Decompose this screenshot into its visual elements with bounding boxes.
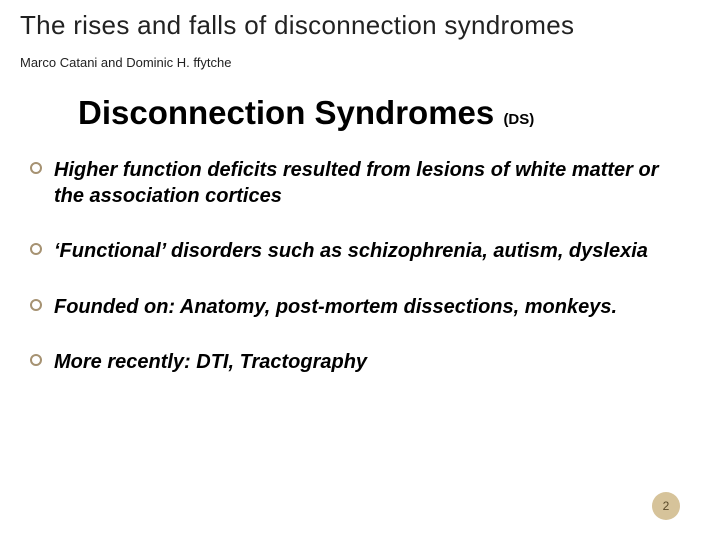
list-item: Higher function deficits resulted from l… [24, 158, 696, 209]
bullet-ring-icon [24, 299, 48, 311]
bullet-text: ‘Functional’ disorders such as schizophr… [48, 239, 658, 265]
bullet-text: More recently: DTI, Tractography [48, 350, 377, 376]
bullet-text: Higher function deficits resulted from l… [48, 158, 696, 209]
list-item: ‘Functional’ disorders such as schizophr… [24, 239, 696, 265]
slide-title: Disconnection Syndromes (DS) [0, 94, 720, 132]
list-item: More recently: DTI, Tractography [24, 350, 696, 376]
slide-title-suffix: (DS) [503, 111, 534, 128]
page-number-badge: 2 [652, 492, 680, 520]
bullet-list: Higher function deficits resulted from l… [0, 158, 720, 376]
bullet-text: Founded on: Anatomy, post-mortem dissect… [48, 295, 627, 321]
paper-title: The rises and falls of disconnection syn… [20, 10, 700, 41]
bullet-ring-icon [24, 354, 48, 366]
bullet-ring-icon [24, 243, 48, 255]
slide-title-main: Disconnection Syndromes [78, 94, 494, 131]
paper-authors: Marco Catani and Dominic H. ffytche [20, 55, 700, 70]
bullet-ring-icon [24, 162, 48, 174]
header-area: The rises and falls of disconnection syn… [0, 0, 720, 84]
list-item: Founded on: Anatomy, post-mortem dissect… [24, 295, 696, 321]
